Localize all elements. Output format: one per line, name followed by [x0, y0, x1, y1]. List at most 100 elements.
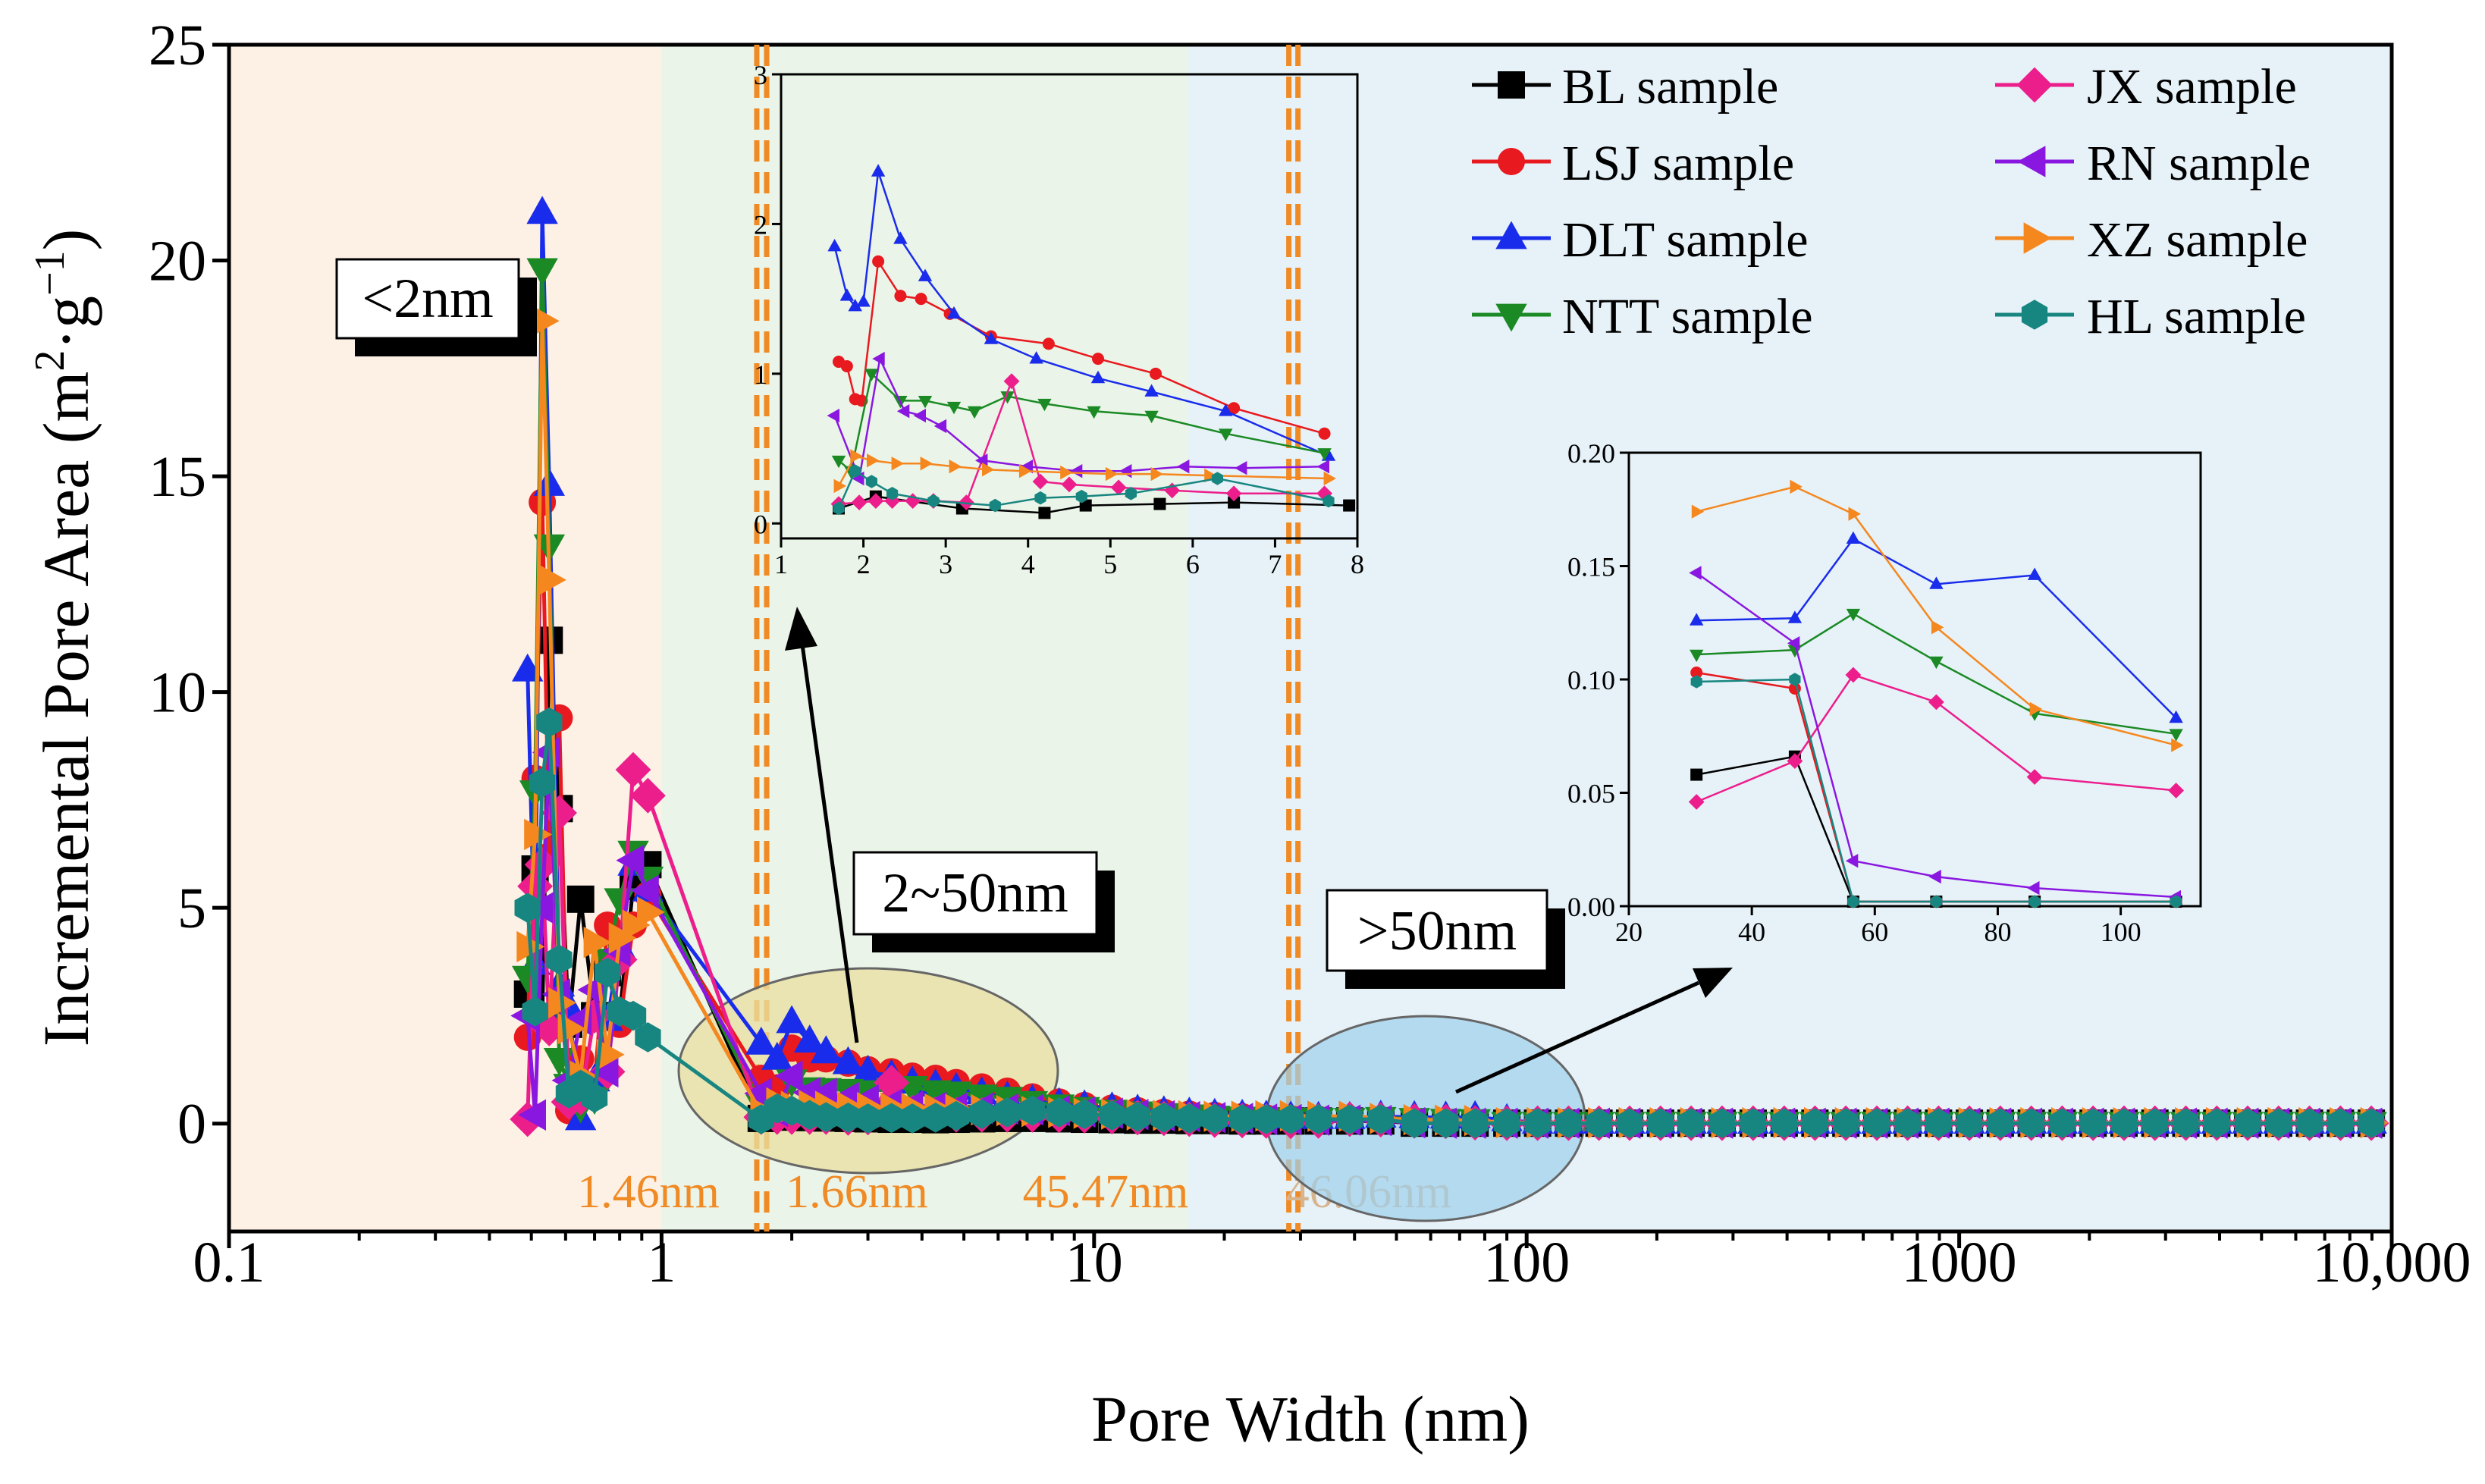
main-point-hl-sample	[1586, 1108, 1612, 1138]
inset-chart-macropore: 20 40 60 80 100 0.00 0.05 0.10 0.15 0.20	[1567, 438, 2202, 947]
main-point-hl-sample	[529, 767, 556, 798]
inset1-point-rn-sample	[827, 408, 839, 423]
inset2-point-ntt-sample	[2169, 729, 2183, 742]
main-point-hl-sample	[1367, 1104, 1394, 1134]
x-tick-label: 1000	[1902, 1231, 2017, 1294]
inset1-x-tick-label: 5	[1103, 549, 1117, 579]
main-point-hl-sample	[1305, 1104, 1332, 1134]
main-point-hl-sample	[1616, 1108, 1643, 1138]
inset2-point-jx-sample	[2026, 769, 2043, 785]
inset1-point-dlt-sample	[856, 294, 871, 307]
main-point-hl-sample	[536, 707, 563, 738]
main-point-xz-sample	[596, 1039, 625, 1071]
inset1-point-bl-sample	[1343, 499, 1356, 512]
inset1-point-hl-sample	[886, 487, 899, 500]
main-point-xz-sample	[622, 909, 651, 941]
main-point-hl-sample	[943, 1100, 970, 1131]
legend: BL sample LSJ sample DLT sample NTT sample J…	[1472, 59, 2311, 344]
x-tick-label: 1	[647, 1231, 676, 1294]
inset1-point-ntt-sample	[967, 406, 982, 419]
inset2-point-rn-sample	[1928, 869, 1941, 884]
inset2-point-dlt-sample	[1929, 576, 1944, 589]
y-tick-label: 0	[177, 1093, 206, 1156]
boundary-label-2: 45.47nm	[1023, 1166, 1189, 1218]
inset2-y-tick-label: 0.20	[1567, 438, 1615, 469]
y-tick-label: 15	[149, 445, 206, 509]
inset1-point-dlt-sample	[1029, 351, 1043, 364]
inset1-point-hl-sample	[1125, 487, 1137, 500]
arrow-to-inset1-head	[785, 607, 817, 651]
main-point-hl-sample	[1740, 1108, 1767, 1138]
inset1-point-xz-sample	[1018, 464, 1032, 478]
main-plot-frame	[227, 42, 2394, 1234]
inset1-point-jx-sample	[1003, 373, 1020, 390]
main-point-rn-sample	[590, 1056, 619, 1088]
inset2-x-tick-label: 20	[1615, 917, 1643, 947]
region-label-micro-text: <2nm	[362, 268, 493, 330]
inset1-series-dlt-sample	[827, 164, 1336, 461]
inset2-line-ntt-sample	[1696, 612, 2176, 736]
inset2-point-jx-sample	[2168, 783, 2184, 798]
main-point-hl-sample	[1771, 1108, 1797, 1138]
inset1-point-ntt-sample	[1000, 391, 1015, 404]
inset1-frame	[780, 73, 1359, 540]
main-point-dlt-sample	[794, 1024, 826, 1053]
legend-label: HL sample	[2087, 289, 2306, 344]
inset1-point-lsj-sample	[915, 293, 927, 306]
inset1-point-lsj-sample	[1092, 353, 1104, 366]
inset1-y-tick-label: 0	[754, 509, 767, 539]
inset1-point-hl-sample	[849, 464, 861, 478]
inset1-point-rn-sample	[913, 408, 926, 423]
inset1-point-bl-sample	[1228, 496, 1241, 509]
inset1-point-rn-sample	[896, 404, 910, 419]
main-point-hl-sample	[2265, 1108, 2292, 1138]
inset1-point-dlt-sample	[871, 164, 886, 177]
inset1-point-lsj-sample	[1228, 402, 1241, 415]
main-point-hl-sample	[1401, 1108, 1428, 1138]
inset2-series-jx-sample	[1688, 667, 2184, 810]
main-point-dlt-sample	[810, 1035, 842, 1064]
inset2-y-tick-label: 0.10	[1567, 665, 1615, 695]
inset1-point-hl-sample	[1034, 491, 1046, 505]
main-point-xz-sample	[531, 305, 560, 337]
main-point-dlt-sample	[526, 196, 558, 224]
main-point-hl-sample	[1524, 1108, 1551, 1138]
main-point-hl-sample	[2110, 1108, 2138, 1138]
main-point-dlt-sample	[776, 1005, 808, 1034]
inset1-point-ntt-sample	[1037, 398, 1052, 412]
main-point-hl-sample	[813, 1102, 839, 1132]
main-point-dlt-sample	[745, 1026, 777, 1055]
inset1-point-jx-sample	[851, 494, 868, 510]
inset1-point-hl-sample	[989, 498, 1001, 513]
legend-marker-jx-sample	[2016, 67, 2053, 103]
legend-label: DLT sample	[1562, 212, 1809, 268]
inset2-point-ntt-sample	[1929, 656, 1944, 670]
inset1-point-xz-sample	[891, 456, 904, 471]
inset1-point-ntt-sample	[918, 396, 933, 409]
inset1-point-dlt-sample	[1219, 403, 1233, 416]
inset1-series-ntt-sample	[831, 369, 1332, 479]
main-point-hl-sample	[2204, 1108, 2230, 1138]
main-point-hl-sample	[514, 893, 541, 923]
main-point-hl-sample	[1462, 1108, 1489, 1138]
inset2-line-hl-sample	[1696, 678, 2176, 903]
main-point-hl-sample	[968, 1099, 995, 1129]
main-point-rn-sample	[630, 874, 659, 907]
main-point-hl-sample	[1336, 1104, 1363, 1134]
inset2-point-xz-sample	[1691, 504, 1705, 519]
main-point-hl-sample	[1071, 1099, 1098, 1129]
inset1-point-dlt-sample	[984, 331, 999, 344]
main-point-hl-sample	[581, 1082, 608, 1113]
inset1-series-xz-sample	[833, 449, 1336, 494]
inset2-point-dlt-sample	[2027, 567, 2042, 580]
boundary-label-0: 1.46nm	[577, 1166, 720, 1218]
inset2-point-rn-sample	[1845, 854, 1859, 868]
legend-label: BL sample	[1562, 59, 1778, 115]
legend-label: NTT sample	[1562, 289, 1813, 344]
main-point-hl-sample	[1229, 1104, 1256, 1134]
main-point-hl-sample	[2018, 1108, 2044, 1138]
x-tick-label: 0.1	[193, 1231, 265, 1294]
main-point-hl-sample	[2358, 1108, 2385, 1138]
